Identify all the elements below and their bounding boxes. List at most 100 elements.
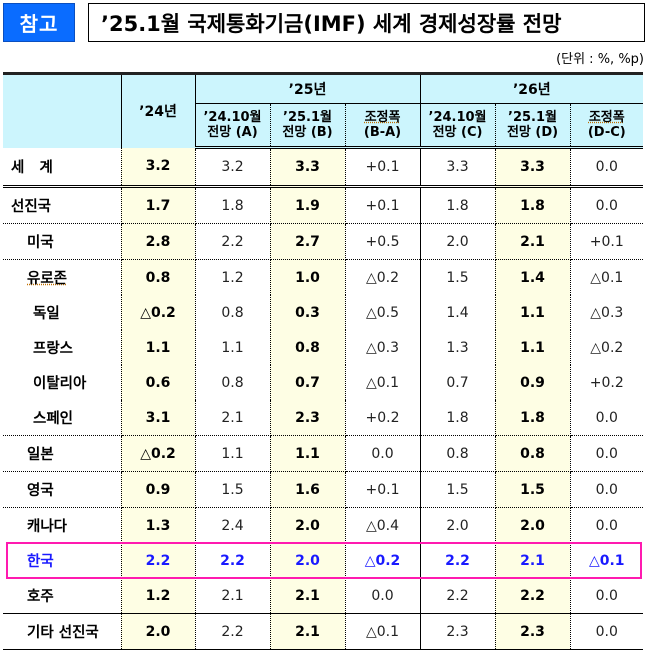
cell-c: 0.8 bbox=[420, 435, 496, 472]
cell-ba: +0.1 bbox=[345, 147, 421, 188]
cell-b: 2.0 bbox=[270, 507, 346, 543]
cell-c: 1.3 bbox=[420, 330, 496, 365]
cell-dc: △0.1 bbox=[590, 269, 624, 286]
cell-c: 1.5 bbox=[420, 471, 496, 508]
table-row: 영국 0.9 1.5 1.6 +0.1 1.5 1.5 0.0 bbox=[3, 471, 644, 508]
header-d-minus-c: 조정폭 (D-C) bbox=[570, 103, 644, 149]
cell-c: 2.3 bbox=[420, 613, 496, 650]
cell-a: 0.8 bbox=[195, 295, 271, 330]
cell-2024: 2.0 bbox=[121, 613, 196, 650]
row-label: 한국 bbox=[3, 543, 122, 578]
cell-2024: △0.2 bbox=[121, 435, 196, 472]
cell-dc: 0.0 bbox=[570, 471, 644, 508]
cell-b: 2.3 bbox=[270, 400, 346, 436]
table-row: 선진국 1.7 1.8 1.9 +0.1 1.8 1.8 0.0 bbox=[3, 186, 644, 224]
cell-a: 2.2 bbox=[195, 223, 271, 260]
row-label: 기타 선진국 bbox=[3, 613, 122, 650]
cell-b: 0.7 bbox=[270, 365, 346, 400]
cell-dc: △0.1 bbox=[588, 552, 625, 569]
header-2026: ’26년 bbox=[420, 72, 644, 104]
cell-d: 0.8 bbox=[495, 435, 571, 472]
table-row: 이탈리아 0.6 0.8 0.7 △0.1 0.7 0.9 +0.2 bbox=[3, 365, 643, 400]
cell-dc: +0.2 bbox=[589, 374, 624, 391]
cell-ba: △0.2 bbox=[345, 259, 421, 295]
table-row: 독일 △0.2 0.8 0.3 △0.5 1.4 1.1 △0.3 bbox=[3, 295, 643, 330]
cell-d: 1.5 bbox=[495, 471, 571, 508]
table-row: 프랑스 1.1 1.1 0.8 △0.3 1.3 1.1 △0.2 bbox=[3, 330, 643, 365]
cell-a: 2.2 bbox=[195, 543, 271, 578]
cell-d: 1.1 bbox=[495, 295, 571, 330]
cell-d: 1.8 bbox=[495, 400, 571, 436]
cell-dc: 0.0 bbox=[570, 186, 644, 224]
imf-growth-table: ’24년 ’25년 ’26년 ’24.10월 전망 (A) ’25.1월 전망 (B… bbox=[3, 72, 644, 650]
cell-c: 2.0 bbox=[420, 507, 496, 543]
cell-a: 1.5 bbox=[195, 471, 271, 508]
cell-ba: 0.0 bbox=[345, 578, 421, 614]
cell-b: 1.0 bbox=[270, 259, 346, 295]
cell-ba: +0.1 bbox=[345, 471, 421, 508]
header-2025: ’25년 bbox=[195, 72, 421, 104]
cell-a: 2.4 bbox=[195, 507, 271, 543]
cell-dc: 0.0 bbox=[570, 613, 644, 650]
cell-ba: △0.1 bbox=[345, 613, 421, 650]
header-a: ’24.10월 전망 (A) bbox=[195, 103, 271, 149]
cell-a: 1.1 bbox=[195, 330, 271, 365]
table-row: 유로존 0.8 1.2 1.0 △0.2 1.5 1.4 △0.1 bbox=[3, 259, 643, 295]
row-label: 선진국 bbox=[3, 186, 122, 224]
cell-d: 2.0 bbox=[495, 507, 571, 543]
cell-a: 3.2 bbox=[195, 147, 271, 188]
cell-2024: 2.2 bbox=[121, 543, 196, 578]
cell-dc: 0.0 bbox=[595, 517, 618, 534]
cell-c: 1.5 bbox=[420, 259, 496, 295]
cell-a: 1.8 bbox=[195, 186, 271, 224]
header-label-blank bbox=[3, 72, 122, 148]
cell-a: 2.2 bbox=[195, 613, 271, 650]
cell-d: 2.3 bbox=[495, 613, 571, 650]
cell-dc: 0.0 bbox=[570, 435, 644, 472]
table-row: 일본 △0.2 1.1 1.1 0.0 0.8 0.8 0.0 bbox=[3, 435, 644, 472]
unit-note: (단위 : %, %p) bbox=[556, 52, 644, 67]
header-d: ’25.1월 전망 (D) bbox=[495, 103, 571, 149]
cell-c: 2.2 bbox=[420, 578, 496, 614]
row-label: 일본 bbox=[3, 435, 122, 472]
cell-ba: △0.2 bbox=[345, 543, 421, 578]
reference-badge: 참고 bbox=[3, 3, 75, 42]
cell-2024: 1.1 bbox=[121, 330, 196, 365]
cell-c: 0.7 bbox=[420, 365, 496, 400]
row-label: 이탈리아 bbox=[3, 365, 122, 400]
table-row: 미국 2.8 2.2 2.7 +0.5 2.0 2.1 +0.1 bbox=[3, 223, 644, 260]
cell-a: 0.8 bbox=[195, 365, 271, 400]
cell-d: 1.4 bbox=[495, 259, 571, 295]
cell-ba: △0.4 bbox=[345, 507, 421, 543]
cell-dc: △0.2 bbox=[590, 339, 624, 356]
header-c: ’24.10월 전망 (C) bbox=[420, 103, 496, 149]
cell-2024: 2.8 bbox=[121, 223, 196, 260]
cell-b: 2.1 bbox=[270, 578, 346, 614]
cell-2024: 1.3 bbox=[121, 507, 196, 543]
cell-b: 1.6 bbox=[270, 471, 346, 508]
cell-c: 2.0 bbox=[420, 223, 496, 260]
header-b: ’25.1월 전망 (B) bbox=[270, 103, 346, 149]
cell-d: 3.3 bbox=[495, 147, 571, 188]
cell-b: 1.1 bbox=[270, 435, 346, 472]
cell-a: 2.1 bbox=[195, 578, 271, 614]
title-text: ’25.1월 국제통화기금(IMF) 세계 경제성장률 전망 bbox=[101, 11, 562, 36]
cell-a: 1.2 bbox=[195, 259, 271, 295]
row-label: 캐나다 bbox=[3, 507, 122, 543]
cell-b: 1.9 bbox=[270, 186, 346, 224]
cell-2024: 3.1 bbox=[121, 400, 196, 436]
cell-2024: 1.2 bbox=[121, 578, 196, 614]
cell-dc: +0.1 bbox=[570, 223, 644, 260]
cell-ba: +0.2 bbox=[345, 400, 421, 436]
table-row-korea: 한국 2.2 2.2 2.0 △0.2 2.2 2.1 △0.1 bbox=[3, 543, 643, 578]
cell-d: 2.2 bbox=[495, 578, 571, 614]
row-label: 영국 bbox=[3, 471, 122, 508]
table-row: 호주 1.2 2.1 2.1 0.0 2.2 2.2 0.0 bbox=[3, 578, 644, 614]
table-row: 캐나다 1.3 2.4 2.0 △0.4 2.0 2.0 0.0 bbox=[3, 507, 643, 543]
cell-c: 3.3 bbox=[420, 147, 496, 188]
cell-ba: +0.1 bbox=[345, 186, 421, 224]
cell-c: 1.8 bbox=[420, 186, 496, 224]
cell-2024: 3.2 bbox=[121, 147, 196, 188]
row-label: 호주 bbox=[3, 578, 122, 614]
cell-b: 3.3 bbox=[270, 147, 346, 188]
